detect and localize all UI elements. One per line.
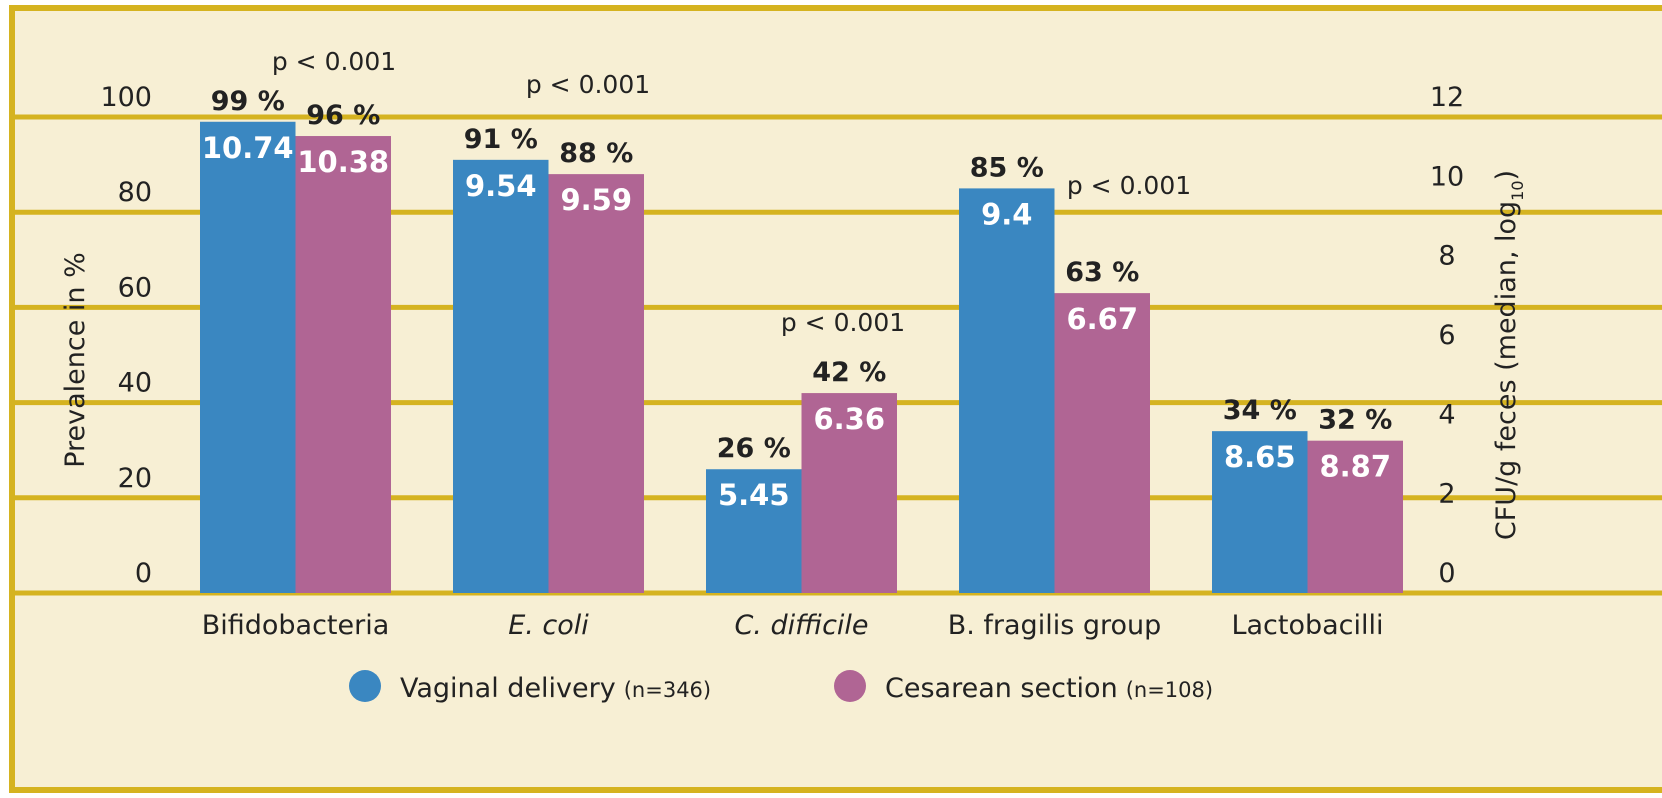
cfu-label: 8.87 [1319,450,1391,484]
y-tick-label: 100 [100,82,152,113]
value-label: 26 % [717,433,791,464]
cfu-label: 6.36 [813,402,885,436]
cfu-label: 9.54 [465,169,537,203]
bar [959,188,1055,593]
y-axis-label: Prevalence in % [60,252,91,468]
value-label: 91 % [464,124,538,155]
legend-swatch [834,670,866,702]
y2-tick-label: 6 [1438,320,1455,351]
x-tick-label: E. coli [508,610,589,641]
y2-tick-label: 10 [1430,161,1464,192]
annotation: p < 0.001 [1067,171,1191,200]
value-label: 99 % [211,86,285,117]
y2-tick-label: 4 [1438,399,1455,430]
bar [295,136,391,594]
value-label: 88 % [559,138,633,169]
value-label: 63 % [1065,257,1139,288]
y-tick-label: 20 [118,463,152,494]
legend-name: Vaginal delivery [400,673,616,704]
cfu-label: 10.74 [202,131,294,165]
bar [1307,440,1403,593]
value-label: 42 % [812,357,886,388]
y-tick-label: 60 [118,272,152,303]
y2-tick-label: 8 [1438,241,1455,272]
y2-tick-label: 0 [1438,558,1455,589]
y-tick-label: 80 [118,177,152,208]
cfu-label: 9.4 [981,197,1032,231]
bar [801,393,897,593]
legend-label: Cesarean section (n=108) [885,673,1213,704]
x-tick-label: Bifidobacteria [202,610,390,641]
x-tick-label: B. fragilis group [948,610,1162,641]
annotation: p < 0.001 [526,70,650,99]
value-label: 85 % [970,152,1044,183]
annotation: p < 0.001 [781,308,905,337]
legend-note: (n=108) [1126,678,1213,702]
y2-axis-label-end: ) [1491,170,1522,181]
bar [548,174,644,593]
bar [1212,431,1308,593]
y2-tick-label: 12 [1430,82,1464,113]
bar [1054,293,1150,593]
legend-name: Cesarean section [885,673,1118,704]
bar [706,469,802,593]
cfu-label: 5.45 [718,478,790,512]
cfu-label: 8.65 [1224,440,1296,474]
value-label: 32 % [1318,405,1392,436]
y2-axis-label: CFU/g feces (median, log10) [1491,170,1527,540]
legend-note: (n=346) [624,678,711,702]
cfu-label: 6.67 [1066,302,1138,336]
y2-axis-label-subscript: 10 [1508,180,1527,200]
x-tick-label: C. difficile [734,610,868,641]
cfu-label: 10.38 [297,145,389,179]
legend-label: Vaginal delivery (n=346) [400,673,711,704]
legend-swatch [349,670,381,702]
y2-axis-label-text: CFU/g feces (median, log [1491,201,1522,540]
bar [453,159,549,593]
value-label: 34 % [1223,395,1297,426]
value-label: 96 % [306,100,380,131]
annotation: p < 0.001 [272,47,396,76]
y-tick-label: 0 [135,558,152,589]
bar [200,121,296,593]
x-tick-label: Lactobacilli [1231,610,1383,641]
y-tick-label: 40 [118,368,152,399]
cfu-label: 9.59 [560,183,632,217]
y2-tick-label: 2 [1438,479,1455,510]
